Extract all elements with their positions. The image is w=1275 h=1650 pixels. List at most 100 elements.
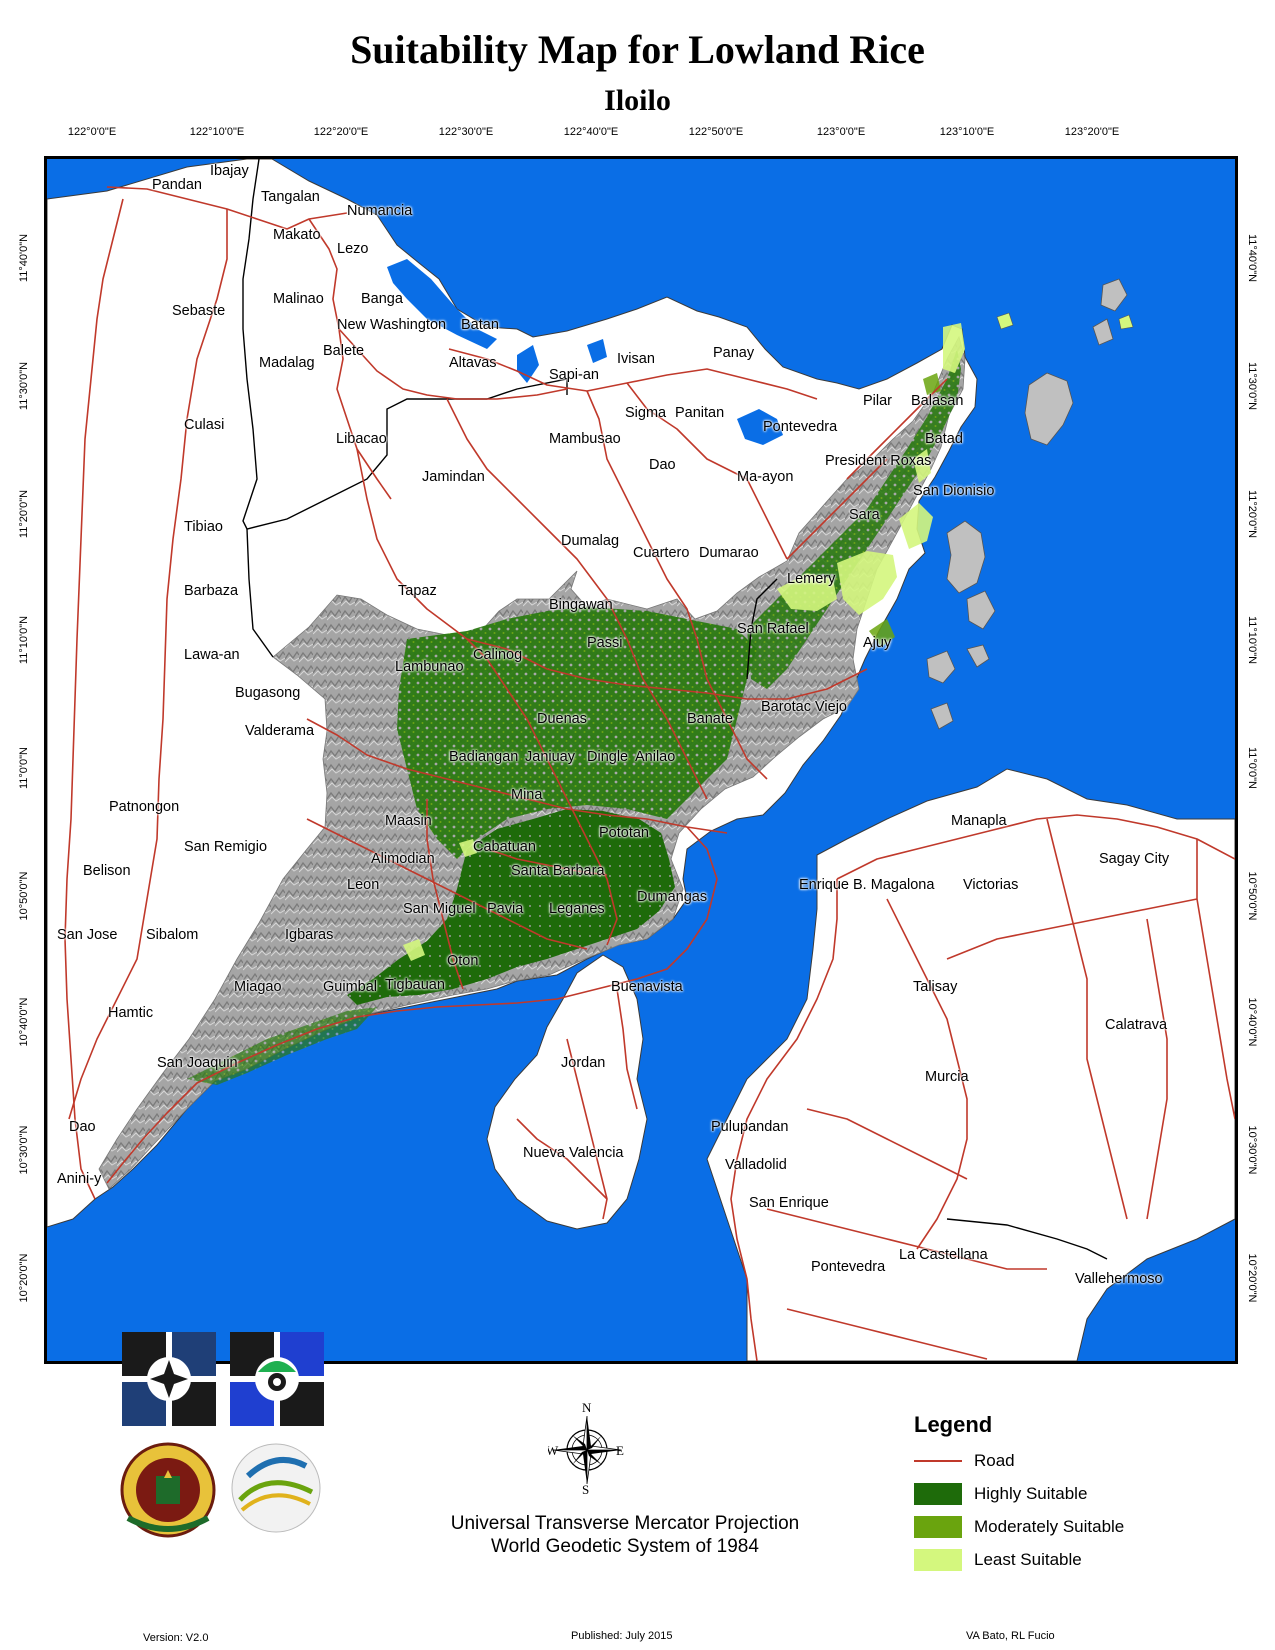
lat-tick-label: 11°30'0"N [1246,361,1258,411]
legend: Legend Road Highly Suitable Moderately S… [914,1412,1174,1582]
place-label: Tibiao [184,519,223,535]
map-frame[interactable]: Ibajay Pandan Tangalan Numancia Makato L… [44,156,1238,1364]
lon-tick-label: 122°10'0"E [189,126,245,138]
place-label: Murcia [925,1069,969,1085]
place-label: Victorias [963,877,1019,893]
lat-tick-label: 11°0'0"N [18,746,30,790]
place-label: Pototan [599,825,649,841]
inlets [387,259,783,445]
place-label: La Castellana [899,1247,988,1263]
place-label: Batad [925,431,963,447]
legend-label: Moderately Suitable [974,1517,1125,1536]
legend-swatch-road [914,1460,962,1462]
lon-tick-label: 122°40'0"E [563,126,619,138]
place-label: Badiangan [449,749,519,765]
place-label: Sibalom [146,927,199,943]
dost-logo [228,1330,326,1433]
place-label: Ajuy [863,635,892,651]
place-label: Panitan [675,405,725,421]
legend-label: Road [974,1451,1015,1470]
lon-tick-label: 122°0'0"E [67,126,117,138]
place-label: Lezo [337,241,369,257]
place-label: Libacao [336,431,387,447]
lon-tick-label: 123°0'0"E [816,126,866,138]
place-label: Calinog [473,647,523,663]
place-label: Pilar [863,393,893,409]
place-label: Manapla [951,813,1007,829]
place-label: Leon [347,877,380,893]
place-label: Valladolid [725,1157,787,1173]
projection-info: Universal Transverse Mercator Projection… [330,1512,920,1558]
place-label: Malinao [273,291,324,307]
place-label: Sagay City [1099,851,1170,867]
road-network [64,186,1235,1361]
place-label: Banga [361,291,403,307]
place-label: Barbaza [184,583,239,599]
place-label: Dingle [587,749,629,765]
legend-label: Least Suitable [974,1550,1082,1569]
place-label: Vallehermoso [1075,1271,1163,1287]
legend-item-least-suitable: Least Suitable [914,1549,1174,1582]
place-label: Anilao [635,749,676,765]
lat-tick-label: 10°40'0"N [18,997,30,1047]
place-label: Igbaras [285,927,334,943]
place-label: San Remigio [184,839,268,855]
place-label: Dumarao [699,545,759,561]
place-label: Santa Barbara [511,863,605,879]
place-label: Tigbauan [385,977,445,993]
uplb-seal [118,1440,218,1545]
place-label: Pontevedra [811,1259,886,1275]
lat-tick-label: 11°40'0"N [1246,233,1258,283]
highly-suitable-southwest [187,1007,377,1085]
legend-title: Legend [914,1412,993,1437]
place-label: Dumangas [637,889,708,905]
place-label: Maasin [385,813,432,829]
place-label: Enrique B. Magalona [799,877,935,893]
least-suitable-zones [403,323,965,961]
place-label: San Rafael [737,621,809,637]
place-label: San Dionisio [913,483,995,499]
highly-suitable-central [397,607,757,859]
place-label: Bingawan [549,597,613,613]
place-label: Passi [587,635,623,651]
lat-tick-label: 10°20'0"N [18,1253,30,1303]
datum-line: World Geodetic System of 1984 [491,1536,759,1557]
place-label: Miagao [234,979,282,995]
compass-s: S [582,1482,589,1496]
place-label: Bugasong [235,685,301,701]
place-label: Barotac Viejo [761,699,847,715]
authors-label: VA Bato, RL Fucio [966,1630,1055,1642]
small-islands [926,278,1128,730]
place-label: Ibajay [210,163,249,179]
place-label: Leganes [549,901,605,917]
place-label: Lemery [787,571,836,587]
place-label: Janiuay [525,749,575,765]
place-label: Cuartero [633,545,690,561]
place-label: Belison [83,863,131,879]
place-label: Ivisan [617,351,655,367]
lon-tick-label: 122°50'0"E [688,126,744,138]
lon-tick-label: 123°10'0"E [939,126,995,138]
place-label: San Miguel [403,901,476,917]
place-label: Sebaste [172,303,226,319]
place-label: Dao [69,1119,96,1135]
place-label: Pandan [152,177,202,193]
projection-line: Universal Transverse Mercator Projection [450,1513,800,1534]
lat-tick-label: 10°40'0"N [1246,997,1258,1047]
lat-tick-label: 10°20'0"N [1246,1253,1258,1303]
lon-tick-label: 123°20'0"E [1064,126,1120,138]
place-label: Makato [273,227,321,243]
legend-item-road: Road [914,1450,1174,1483]
place-label: Patnongon [109,799,180,815]
compass-w: W [548,1443,559,1458]
legend-label: Highly Suitable [974,1484,1088,1503]
lon-tick-label: 122°20'0"E [313,126,369,138]
place-label: Oton [447,953,479,969]
lat-tick-label: 10°30'0"N [1246,1125,1258,1175]
lat-tick-label: 11°10'0"N [1246,615,1258,665]
place-label: Banate [687,711,733,727]
place-label: Pavia [487,901,524,917]
place-label: Culasi [184,417,225,433]
lat-tick-label: 10°50'0"N [1246,871,1258,921]
place-label: Altavas [449,355,497,371]
